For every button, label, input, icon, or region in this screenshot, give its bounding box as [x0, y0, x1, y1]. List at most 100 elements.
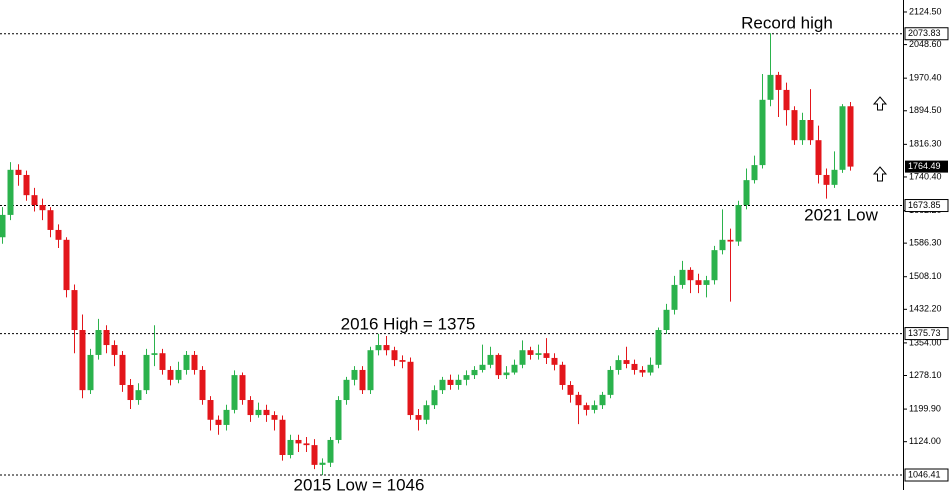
candle-body [87, 354, 94, 391]
candle-body [471, 369, 478, 376]
candle-body [767, 74, 774, 100]
candle-body [807, 119, 814, 141]
candle-body [431, 390, 438, 406]
y-tick-label: 1970.40 [909, 73, 942, 83]
candle-body [95, 330, 102, 355]
candle-body [631, 363, 638, 370]
candle-body [23, 174, 30, 196]
candle-body [423, 405, 430, 420]
candle-body [151, 353, 158, 355]
candle-body [15, 169, 22, 175]
candle-body [199, 369, 206, 401]
candle-body [591, 405, 598, 410]
candle-body [55, 229, 62, 240]
y-tick-label: 1354.00 [909, 337, 942, 347]
candle-body [535, 353, 542, 355]
candle-body [415, 415, 422, 420]
candle-body [351, 369, 358, 380]
level-label-box [904, 327, 949, 341]
level-label: 2073.83 [908, 28, 941, 38]
candle-body [167, 369, 174, 380]
candle-body [791, 110, 798, 141]
candle-body [383, 345, 390, 351]
candle-body [239, 375, 246, 401]
candle-body [143, 354, 150, 391]
candle-body [135, 390, 142, 401]
candle-body [255, 409, 262, 416]
candle-body [223, 409, 230, 425]
candle-body [751, 165, 758, 181]
candle-body [599, 394, 606, 406]
level-label-box [904, 27, 949, 41]
candle-body [679, 269, 686, 285]
candle-body [823, 174, 830, 185]
annotation: 2016 High = 1375 [341, 314, 476, 333]
candle-body [103, 330, 110, 346]
candle-body [231, 375, 238, 410]
candle-body [47, 210, 54, 230]
candle-body [687, 269, 694, 281]
level-label-box [904, 199, 949, 213]
y-tick-label: 2124.50 [909, 6, 942, 16]
candle-body [575, 394, 582, 406]
candle-body [447, 379, 454, 385]
candle-body [439, 379, 446, 391]
candle-body [327, 439, 334, 463]
candle-body [463, 375, 470, 380]
candle-body [711, 250, 718, 281]
candle-body [343, 379, 350, 401]
candle-body [623, 360, 630, 364]
level-label-box [904, 468, 949, 482]
level-label: 1375.73 [908, 328, 941, 338]
candle-body [111, 345, 118, 355]
candle-body [655, 330, 662, 365]
candle-body [39, 205, 46, 211]
candle-body [367, 350, 374, 391]
candle-body [159, 353, 166, 370]
candle-body [479, 364, 486, 370]
candle-body [407, 361, 414, 416]
candle-body [551, 357, 558, 365]
y-tick-label: 1508.10 [909, 271, 942, 281]
candle-body [31, 195, 38, 206]
candle-body [391, 350, 398, 361]
candle-body [511, 364, 518, 373]
candle-body [375, 345, 382, 351]
arrow-up [872, 96, 888, 182]
candle-body [207, 400, 214, 420]
candle-body [335, 400, 342, 440]
candle-body [79, 330, 86, 391]
candle-body [119, 354, 126, 385]
candle-body [847, 106, 854, 167]
candle-body [831, 169, 838, 185]
candle-body [503, 372, 510, 376]
y-tick-label: 1740.40 [909, 171, 942, 181]
candle-body [775, 74, 782, 90]
candle-body [359, 369, 366, 391]
candle-body [735, 205, 742, 242]
candle-body [719, 239, 726, 251]
annotation: 2015 Low = 1046 [294, 475, 425, 494]
candle-body [287, 439, 294, 455]
candle-body [639, 369, 646, 373]
candle-body [303, 443, 310, 446]
candle-body [7, 169, 14, 215]
level-label: 1046.41 [908, 469, 941, 479]
candle-body [295, 439, 302, 444]
candle-body [583, 405, 590, 410]
candle-body [71, 290, 78, 331]
candle-body [263, 409, 270, 416]
candle-body [319, 462, 326, 465]
y-tick-label: 2048.60 [909, 39, 942, 49]
candle-body [495, 354, 502, 376]
candle-body [671, 284, 678, 310]
candle-body [191, 354, 198, 370]
candle-body [215, 419, 222, 425]
last-price-label: 1764.49 [908, 161, 941, 171]
y-tick-label: 1124.00 [909, 436, 941, 446]
candle-body [487, 354, 494, 365]
candle-body [559, 364, 566, 385]
candle-body [399, 360, 406, 362]
